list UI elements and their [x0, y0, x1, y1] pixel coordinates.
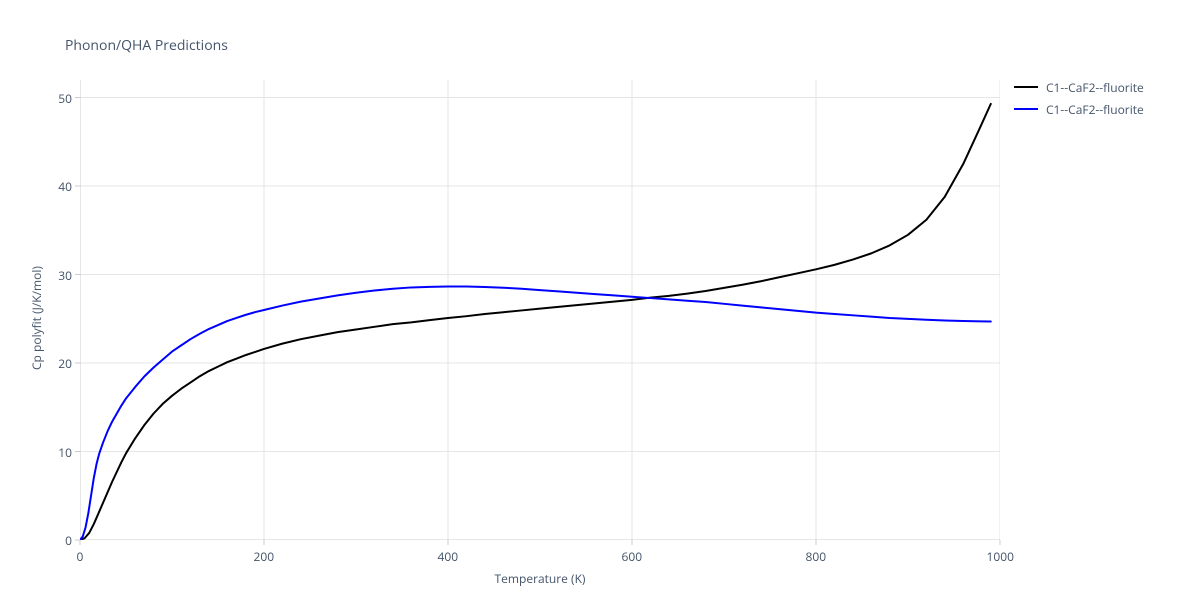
legend-item[interactable]: C1--CaF2--fluorite — [1014, 100, 1144, 118]
legend: C1--CaF2--fluorite C1--CaF2--fluorite — [1014, 78, 1144, 122]
series-line-0 — [80, 104, 991, 540]
x-tick-label: 600 — [622, 548, 643, 565]
y-tick-label: 0 — [32, 532, 72, 549]
legend-label: C1--CaF2--fluorite — [1046, 79, 1144, 96]
y-tick-label: 20 — [32, 355, 72, 372]
x-tick-label: 1000 — [987, 548, 1014, 565]
plot-area — [80, 80, 1000, 540]
y-tick-label: 10 — [32, 444, 72, 461]
chart-root: { "title": { "text": "Phonon/QHA Predict… — [0, 0, 1200, 600]
legend-swatch — [1014, 86, 1038, 88]
x-tick-label: 0 — [77, 548, 84, 565]
series-line-1 — [80, 287, 991, 540]
x-tick-label: 200 — [254, 548, 275, 565]
x-axis-label: Temperature (K) — [80, 570, 1000, 587]
legend-item[interactable]: C1--CaF2--fluorite — [1014, 78, 1144, 96]
y-tick-label: 40 — [32, 178, 72, 195]
y-tick-label: 50 — [32, 90, 72, 107]
y-tick-label: 30 — [32, 267, 72, 284]
x-tick-label: 400 — [438, 548, 459, 565]
legend-label: C1--CaF2--fluorite — [1046, 101, 1144, 118]
x-tick-label: 800 — [806, 548, 827, 565]
chart-title: Phonon/QHA Predictions — [65, 36, 228, 55]
legend-swatch — [1014, 108, 1038, 110]
